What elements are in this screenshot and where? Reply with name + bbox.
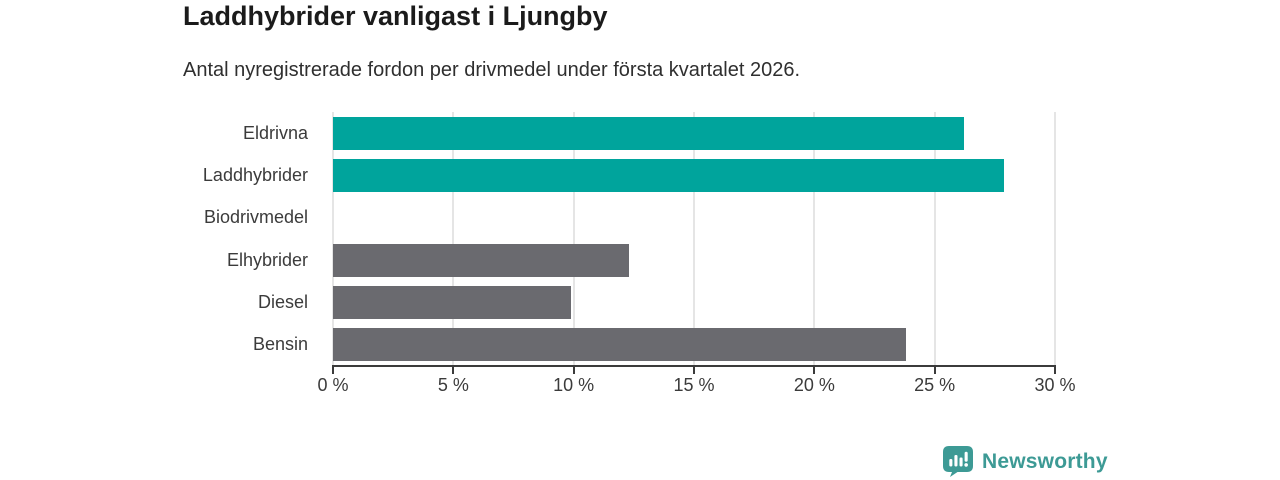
category-labels: Eldrivna Laddhybrider Biodrivmedel Elhybrid… [0, 112, 321, 366]
gridline [452, 112, 455, 366]
x-axis-tick [1054, 367, 1056, 374]
x-axis-tick-label: 25 % [914, 375, 956, 395]
x-axis-tick [933, 367, 936, 374]
gridline [813, 112, 816, 366]
category-label: Bensin [252, 334, 308, 355]
gridline [933, 112, 936, 366]
gridline [693, 112, 695, 366]
gridline [572, 112, 575, 366]
speech-bubble-bar-chart-icon [943, 446, 973, 477]
x-axis-tick [332, 367, 334, 374]
bar-diesel [333, 286, 572, 319]
x-axis-tick-label: 5 % [437, 375, 469, 395]
x-axis-tick-label: 30 % [1034, 375, 1076, 395]
x-axis-tick-label: 15 % [673, 375, 715, 395]
x-axis-tick [693, 367, 695, 374]
plot-area: 0 % 5 % 10 % 15 % 20 % 25 % 30 % [317, 112, 1076, 395]
x-axis-tick [572, 367, 575, 374]
x-axis-line [332, 365, 1056, 367]
x-axis-tick-label: 20 % [793, 375, 835, 395]
bar-laddhybrider [333, 159, 1005, 192]
bar-bensin [333, 328, 906, 362]
category-label: Diesel [257, 291, 308, 312]
newsworthy-logo: Newsworthy [943, 446, 1108, 477]
x-axis-tick [813, 367, 816, 374]
category-label: Laddhybrider [202, 164, 308, 185]
x-axis-tick-label: 10 % [553, 375, 595, 395]
category-label: Eldrivna [242, 122, 308, 143]
category-label: Elhybrider [226, 249, 308, 270]
bar-eldrivna [333, 116, 964, 150]
chart-title: Laddhybrider vanligast i Ljungby [183, 1, 608, 31]
newsworthy-logo-text: Newsworthy [982, 449, 1108, 473]
x-axis-tick [452, 367, 455, 374]
x-axis-tick-label: 0 % [317, 375, 349, 395]
category-label: Biodrivmedel [203, 207, 308, 228]
bar-elhybrider [333, 243, 630, 277]
gridline [332, 112, 334, 366]
chart-subtitle: Antal nyregistrerade fordon per drivmede… [183, 59, 801, 81]
gridline [1054, 112, 1056, 366]
